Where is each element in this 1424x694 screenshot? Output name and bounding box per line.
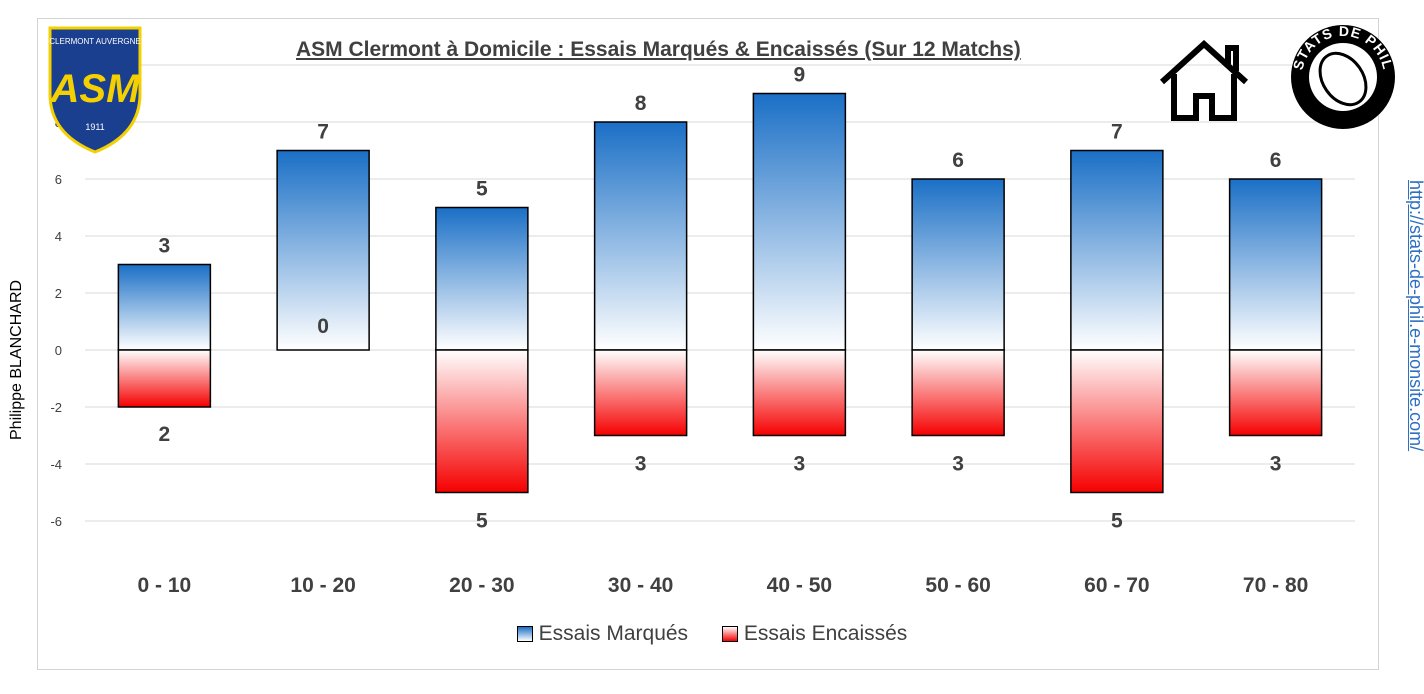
asm-logo-top-text: CLERMONT AUVERGNE bbox=[49, 37, 140, 46]
category-label: 60 - 70 bbox=[1084, 574, 1149, 597]
data-label-marques: 6 bbox=[952, 149, 964, 172]
site-url-link[interactable]: http://stats-de-phil.e-monsite.com/ bbox=[1406, 180, 1424, 452]
category-label: 0 - 10 bbox=[138, 574, 192, 597]
data-label-encaisses: 3 bbox=[952, 453, 964, 476]
data-label-marques: 6 bbox=[1270, 149, 1282, 172]
legend: Essais Marqués Essais Encaissés bbox=[0, 622, 1424, 648]
data-label-encaisses: 3 bbox=[1270, 453, 1282, 476]
bar-essais-marques bbox=[911, 178, 1005, 351]
legend-label-marques: Essais Marqués bbox=[538, 622, 689, 645]
category-label: 70 - 80 bbox=[1243, 574, 1308, 597]
y-tick-label: -2 bbox=[50, 400, 62, 415]
bar-essais-encaisses bbox=[1070, 349, 1164, 494]
bar-essais-marques bbox=[276, 149, 370, 351]
author-label: Philippe BLANCHARD bbox=[8, 279, 25, 440]
data-label-marques: 8 bbox=[635, 92, 647, 115]
bar-essais-encaisses bbox=[117, 349, 212, 408]
data-label-encaisses: 3 bbox=[794, 453, 806, 476]
legend-swatch-blue bbox=[516, 626, 533, 642]
gridlines bbox=[85, 64, 1355, 522]
data-label-encaisses: 3 bbox=[635, 453, 647, 476]
category-labels: 0 - 10 10 - 20 20 - 30 30 - 40 40 - 50 50 - 6… bbox=[138, 574, 1309, 597]
bar-essais-marques bbox=[1070, 149, 1164, 351]
legend-label-encaisses: Essais Encaissés bbox=[743, 622, 908, 645]
data-label-encaisses: 2 bbox=[159, 423, 171, 446]
category-label: 20 - 30 bbox=[449, 574, 514, 597]
chart-title: ASM Clermont à Domicile : Essais Marqués… bbox=[296, 38, 1021, 61]
y-tick-label: 4 bbox=[55, 229, 62, 244]
category-label: 40 - 50 bbox=[767, 574, 832, 597]
category-label: 50 - 60 bbox=[925, 574, 990, 597]
y-tick-label: 6 bbox=[55, 172, 62, 187]
data-label-encaisses: 5 bbox=[1111, 510, 1123, 533]
bars bbox=[117, 92, 1323, 494]
y-axis-ticks: -6-4-202468 bbox=[50, 115, 62, 529]
data-label-marques: 7 bbox=[1111, 121, 1123, 144]
stats-de-phil-logo: STATS DE PHIL bbox=[1290, 23, 1395, 129]
y-tick-label: -6 bbox=[50, 514, 62, 529]
chart-frame bbox=[37, 18, 1379, 670]
bar-essais-encaisses bbox=[1228, 349, 1323, 437]
bar-essais-marques bbox=[752, 92, 847, 351]
asm-clermont-logo: CLERMONT AUVERGNE ASM 1911 bbox=[48, 26, 142, 154]
data-label-encaisses: 0 bbox=[317, 315, 329, 338]
bar-essais-encaisses bbox=[593, 349, 688, 437]
bar-essais-marques bbox=[435, 206, 529, 351]
data-label-marques: 5 bbox=[476, 178, 488, 201]
bar-essais-encaisses bbox=[435, 349, 529, 494]
data-labels: 3 2 7 0 5 5 8 3 9 3 6 3 7 5 6 3 bbox=[159, 64, 1282, 533]
y-tick-label: 2 bbox=[55, 286, 62, 301]
bar-essais-marques bbox=[117, 263, 212, 351]
legend-item-encaisses: Essais Encaissés bbox=[721, 622, 908, 646]
y-tick-label: 0 bbox=[55, 343, 62, 358]
bar-essais-encaisses bbox=[911, 349, 1005, 437]
bar-essais-marques bbox=[1228, 178, 1323, 351]
asm-logo-mid-text: ASM bbox=[50, 67, 142, 111]
bar-essais-encaisses bbox=[752, 349, 847, 437]
asm-logo-year: 1911 bbox=[85, 122, 104, 132]
category-label: 10 - 20 bbox=[290, 574, 355, 597]
data-label-marques: 3 bbox=[159, 235, 171, 258]
data-label-encaisses: 5 bbox=[476, 510, 488, 533]
legend-item-marques: Essais Marqués bbox=[516, 622, 689, 646]
data-label-marques: 9 bbox=[794, 64, 806, 87]
y-tick-label: -4 bbox=[50, 457, 62, 472]
category-label: 30 - 40 bbox=[608, 574, 673, 597]
bar-essais-marques bbox=[593, 121, 688, 351]
home-icon bbox=[1159, 40, 1249, 121]
legend-swatch-red bbox=[721, 626, 738, 642]
data-label-marques: 7 bbox=[317, 121, 329, 144]
